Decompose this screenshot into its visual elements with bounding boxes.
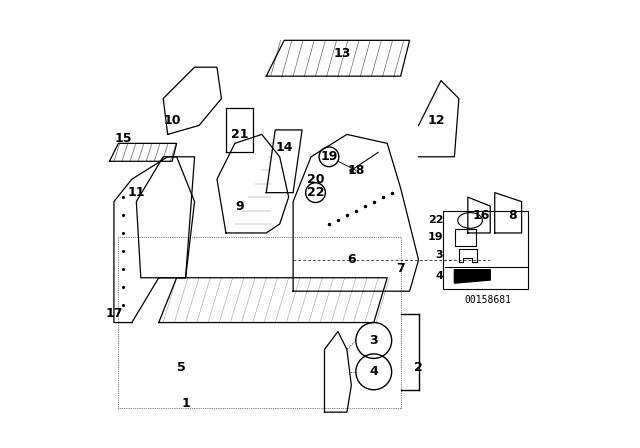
Text: 10: 10	[163, 114, 181, 128]
Text: 12: 12	[428, 114, 445, 128]
Text: 13: 13	[333, 47, 351, 60]
Polygon shape	[454, 270, 490, 283]
Text: 8: 8	[508, 208, 517, 222]
Text: 19: 19	[428, 233, 443, 242]
Text: 5: 5	[177, 361, 186, 374]
Text: 20: 20	[307, 172, 324, 186]
Text: 11: 11	[127, 186, 145, 199]
Text: 4: 4	[369, 365, 378, 379]
Text: 3: 3	[436, 250, 443, 260]
Text: 4: 4	[435, 271, 443, 281]
Text: 18: 18	[347, 164, 365, 177]
Text: 17: 17	[105, 307, 123, 320]
Text: 19: 19	[320, 150, 338, 164]
Text: 22: 22	[307, 186, 324, 199]
Text: 00158681: 00158681	[465, 295, 511, 305]
Text: 22: 22	[428, 215, 443, 225]
Text: 3: 3	[369, 334, 378, 347]
Text: 1: 1	[181, 396, 190, 410]
Text: 15: 15	[114, 132, 132, 146]
Text: 16: 16	[472, 208, 490, 222]
Text: 9: 9	[235, 199, 244, 213]
Text: 2: 2	[414, 361, 423, 374]
Text: 14: 14	[275, 141, 293, 155]
Text: 6: 6	[347, 253, 356, 267]
Text: 21: 21	[230, 128, 248, 141]
Text: 7: 7	[396, 262, 405, 276]
